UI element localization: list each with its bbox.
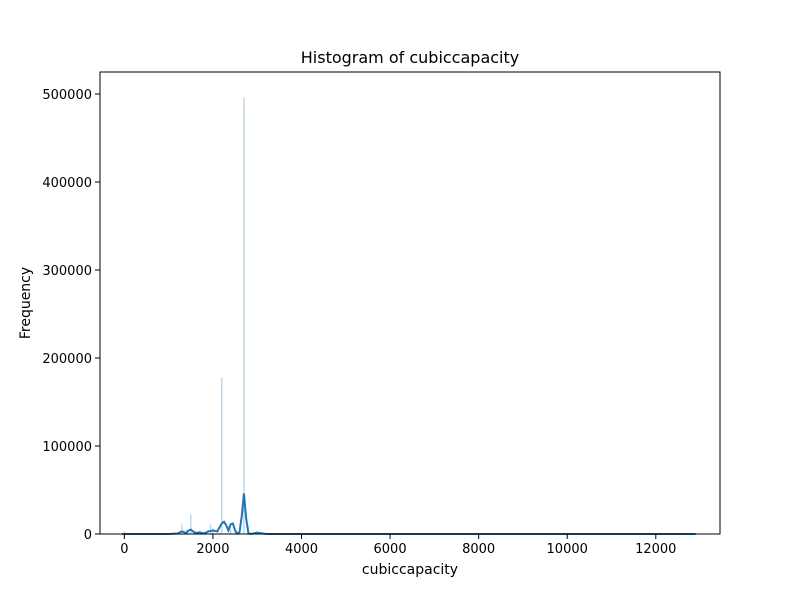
y-tick-label-0: 0: [84, 528, 92, 543]
kde-curve: [122, 493, 696, 536]
x-tick-label-4: 8000: [462, 542, 495, 557]
y-tick-label-5: 500000: [42, 88, 92, 103]
histogram-bar-8: [221, 377, 223, 534]
histogram-bars: [123, 97, 258, 535]
plot-frame: [99, 71, 721, 535]
y-tick-label-3: 300000: [42, 264, 92, 279]
y-tick-label-1: 100000: [42, 440, 92, 455]
histogram-bar-3: [190, 514, 192, 534]
histogram-bar-11: [243, 97, 245, 535]
x-tick-label-2: 4000: [285, 542, 318, 557]
histogram-bar-10: [234, 531, 236, 534]
y-tick-label-4: 400000: [42, 176, 92, 191]
y-axis: 0 100000 200000 300000 400000 500000: [42, 88, 100, 543]
x-axis: 0 2000 4000 6000 8000 10000 12000: [120, 534, 676, 557]
x-tick-label-1: 2000: [196, 542, 229, 557]
x-tick-label-0: 0: [120, 542, 128, 557]
histogram-bar-6: [210, 524, 212, 534]
histogram-bar-9: [230, 528, 232, 534]
histogram-bar-1: [181, 523, 183, 534]
x-tick-label-6: 12000: [635, 542, 676, 557]
x-tick-label-3: 6000: [374, 542, 407, 557]
y-tick-label-2: 200000: [42, 352, 92, 367]
x-axis-title: cubiccapacity: [362, 562, 458, 578]
x-tick-label-5: 10000: [547, 542, 588, 557]
chart-title: Histogram of cubiccapacity: [301, 48, 519, 67]
histogram-bar-0: [123, 531, 125, 534]
y-axis-title: Frequency: [18, 267, 34, 339]
